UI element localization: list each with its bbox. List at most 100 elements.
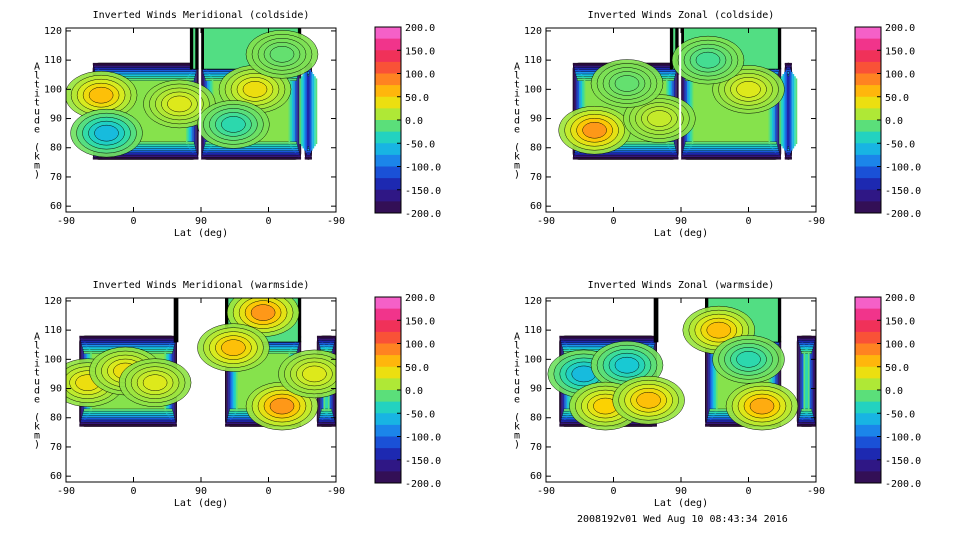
edge-band-right [291, 74, 294, 149]
y-tick-label: 120 [524, 26, 542, 37]
contour-blob [88, 86, 114, 104]
colorbar-tick-label: -150.0 [885, 456, 921, 467]
edge-band-bottom [307, 148, 310, 151]
contour-blob [250, 304, 276, 321]
edge-band-bottom [684, 143, 778, 147]
edge-band-left [315, 78, 318, 145]
edge-band-left [308, 67, 310, 156]
edge-band-bottom [682, 152, 780, 156]
edge-band-right [774, 342, 777, 420]
y-axis-label-char: u [514, 377, 520, 388]
y-axis-label-char: m [514, 161, 520, 172]
colorbar-tick-label: 150.0 [885, 316, 915, 327]
colorbar-band [375, 96, 401, 109]
colorbar-band [855, 355, 881, 368]
edge-band-left [234, 349, 237, 414]
y-axis-label-char: k [34, 422, 40, 433]
colorbar-band [855, 154, 881, 167]
x-tick-label: 90 [195, 486, 207, 497]
edge-band-right [809, 342, 812, 420]
contour-blob [142, 374, 168, 391]
y-tick-label: 120 [44, 296, 62, 307]
edge-band-left [708, 340, 710, 423]
upper-extension-edge [777, 298, 781, 342]
y-axis-label-char: t [34, 368, 40, 379]
edge-band-top [799, 346, 814, 350]
colorbar-band [855, 85, 881, 98]
upper-extension-edge [201, 28, 204, 70]
y-axis-label-char: d [34, 116, 40, 127]
edge-band-bottom [319, 413, 334, 416]
chart-svg: 60 70 80 90 100 110 120 -90 0 90 0 -90 Inverted Wind… [514, 280, 921, 509]
colorbar-tick-label: 150.0 [405, 46, 435, 57]
edge-band-top [796, 335, 816, 339]
edge-band-bottom [79, 424, 177, 427]
edge-band-right [803, 351, 806, 412]
edge-band-right [293, 71, 295, 151]
edge-band-right [780, 76, 783, 147]
y-axis-label-char: l [34, 341, 40, 352]
colorbar-band [375, 331, 401, 344]
y-axis-label-char: ) [34, 440, 40, 451]
edge-band-bottom [316, 424, 336, 427]
colorbar-tick-label: 200.0 [405, 293, 435, 304]
chart-panel-zonal-coldside: 60 70 80 90 100 110 120 -90 0 90 0 -90 Inverted Wind… [480, 0, 960, 270]
edge-band-left [314, 76, 316, 147]
y-axis-label-char: i [514, 359, 520, 370]
edge-band-top [80, 340, 176, 343]
colorbar-band [375, 448, 401, 461]
edge-band-bottom [83, 408, 173, 412]
edge-band-bottom [305, 154, 312, 158]
y-axis-label-char: u [34, 377, 40, 388]
edge-band-bottom [80, 419, 176, 423]
edge-band-right [304, 71, 306, 151]
contour-blob [736, 81, 761, 98]
colorbar-band [855, 108, 881, 121]
contour-blob [221, 339, 246, 356]
edge-band-right [768, 351, 771, 412]
upper-extension-edge [225, 298, 229, 342]
upper-extension-edge [670, 28, 674, 70]
edge-band-right [302, 74, 304, 149]
edge-band-right [811, 340, 813, 423]
y-tick-label: 110 [524, 55, 542, 66]
upper-extension-edge [297, 298, 301, 342]
edge-band-right [294, 69, 297, 153]
x-tick-label: -90 [57, 486, 75, 497]
edge-band-left [706, 338, 709, 425]
edge-band-bottom [786, 150, 791, 153]
x-axis-label: Lat (deg) [174, 228, 228, 239]
edge-band-top [799, 344, 814, 348]
edge-band-bottom [92, 157, 199, 160]
chart-svg: 60 70 80 90 100 110 120 -90 0 90 0 -90 Inverted Wind… [514, 10, 921, 239]
edge-band-top [81, 344, 175, 348]
upper-extension-edge [175, 298, 179, 342]
y-tick-label: 100 [44, 84, 62, 95]
chart-panel-zonal-warmside: 60 70 80 90 100 110 120 -90 0 90 0 -90 Inverted Wind… [480, 270, 960, 540]
colorbar-band [855, 38, 881, 51]
colorbar-band [855, 308, 881, 321]
y-tick-label: 110 [44, 325, 62, 336]
y-axis-label-char: i [514, 89, 520, 100]
edge-band-bottom [683, 146, 779, 149]
x-tick-label: 0 [745, 486, 751, 497]
edge-band-left [716, 351, 718, 412]
edge-band-bottom [203, 146, 299, 149]
y-axis-label-char: i [34, 89, 40, 100]
y-axis-label-char: d [514, 116, 520, 127]
colorbar-band [855, 120, 881, 133]
y-tick-label: 60 [530, 471, 542, 482]
colorbar-band [855, 331, 881, 344]
colorbar-band [375, 178, 401, 191]
x-tick-label: 0 [130, 486, 136, 497]
contour-blob [636, 391, 661, 409]
y-axis-label-char: m [34, 431, 40, 442]
y-axis-label-char: ) [514, 440, 520, 451]
colorbar-band [855, 61, 881, 74]
edge-band-left [792, 74, 795, 149]
edge-band-top [319, 346, 334, 350]
edge-band-left [226, 338, 229, 425]
y-axis-label-char: u [34, 107, 40, 118]
edge-band-top [797, 338, 816, 341]
colorbar-tick-label: 50.0 [405, 363, 429, 374]
